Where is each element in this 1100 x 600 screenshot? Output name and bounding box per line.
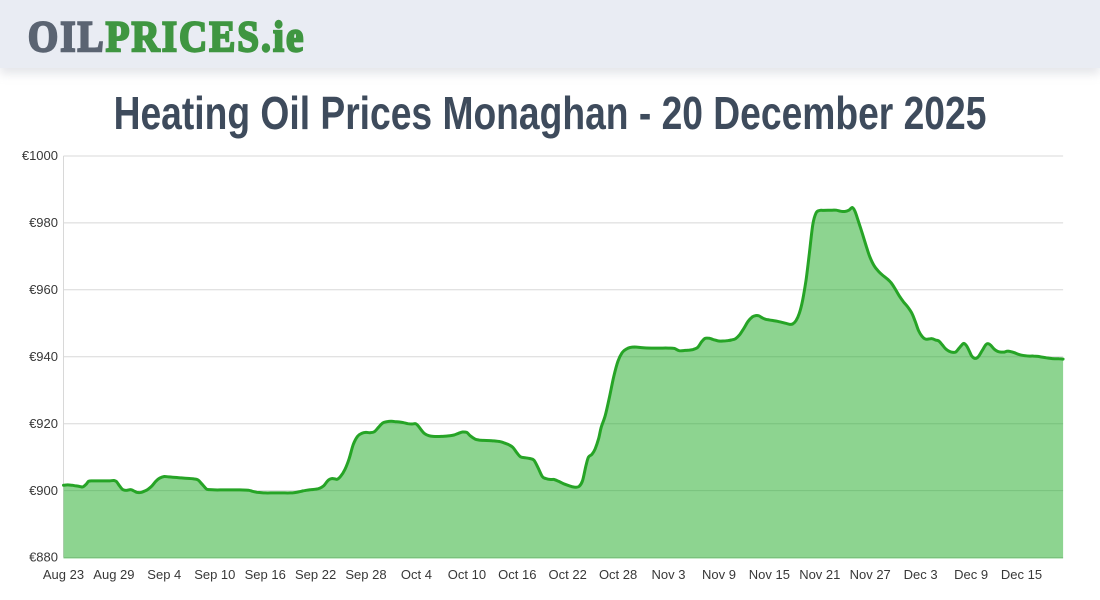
svg-text:Aug 23: Aug 23 (43, 567, 84, 582)
svg-text:Sep 28: Sep 28 (345, 567, 386, 582)
svg-text:€880: €880 (29, 550, 58, 565)
svg-text:Dec 15: Dec 15 (1001, 567, 1042, 582)
svg-text:€920: €920 (29, 416, 58, 431)
svg-text:€960: €960 (29, 282, 58, 297)
svg-text:Sep 4: Sep 4 (147, 567, 181, 582)
svg-text:€900: €900 (29, 483, 58, 498)
svg-text:€940: €940 (29, 349, 58, 364)
svg-text:Nov 27: Nov 27 (850, 567, 891, 582)
svg-text:Sep 22: Sep 22 (295, 567, 336, 582)
svg-text:Oct 16: Oct 16 (498, 567, 536, 582)
svg-text:Sep 16: Sep 16 (245, 567, 286, 582)
svg-text:€980: €980 (29, 215, 58, 230)
svg-text:Dec 3: Dec 3 (904, 567, 938, 582)
svg-text:Dec 9: Dec 9 (954, 567, 988, 582)
svg-text:Oct 22: Oct 22 (549, 567, 587, 582)
svg-text:Nov 3: Nov 3 (652, 567, 686, 582)
svg-text:Sep 10: Sep 10 (194, 567, 235, 582)
svg-text:Nov 21: Nov 21 (799, 567, 840, 582)
svg-text:€1000: €1000 (22, 148, 58, 163)
svg-text:Nov 15: Nov 15 (749, 567, 790, 582)
svg-text:Nov 9: Nov 9 (702, 567, 736, 582)
svg-text:Oct 10: Oct 10 (448, 567, 486, 582)
svg-text:Oct 4: Oct 4 (401, 567, 432, 582)
svg-text:Aug 29: Aug 29 (93, 567, 134, 582)
svg-text:Oct 28: Oct 28 (599, 567, 637, 582)
